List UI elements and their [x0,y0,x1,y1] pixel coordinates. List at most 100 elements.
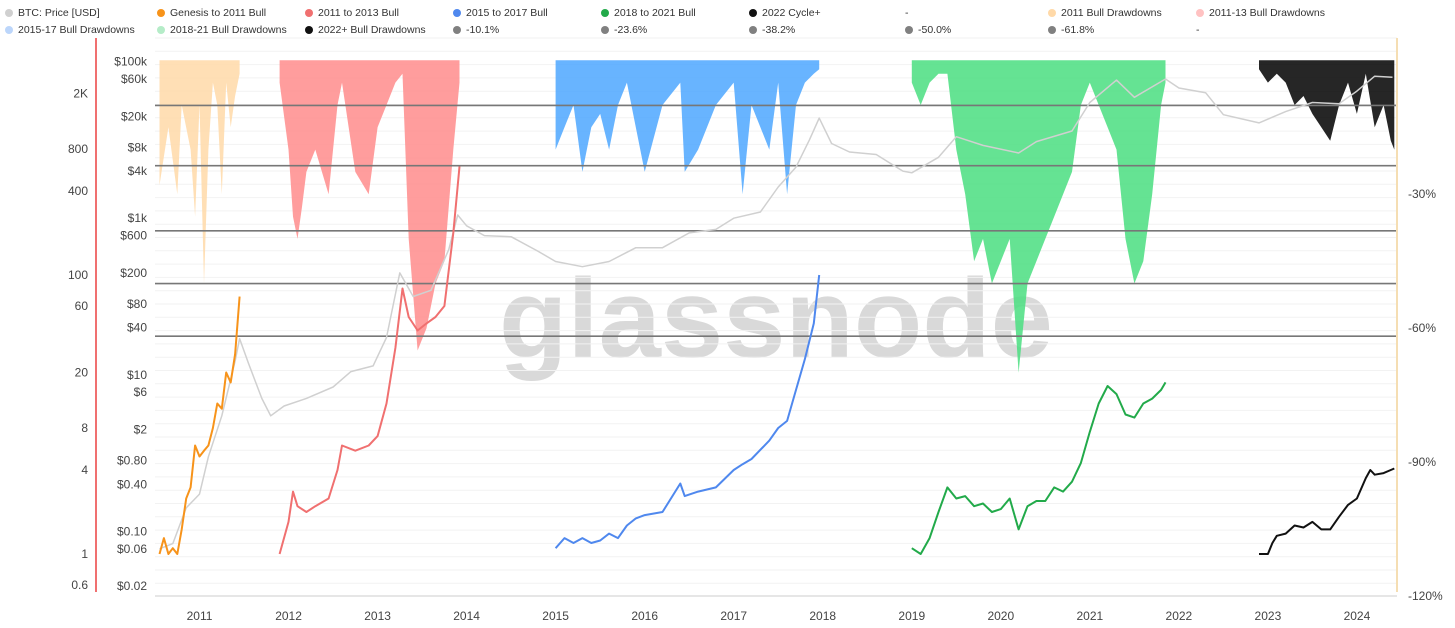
legend-dot-icon [305,26,313,34]
legend-item[interactable]: -38.2% [749,24,795,36]
x-tick-label: 2015 [542,609,569,623]
legend-dot-icon [905,26,913,34]
y-tick-label-cycle: 4 [81,463,88,477]
legend-item[interactable]: 2011 Bull Drawdowns [1048,7,1162,19]
legend-item[interactable]: 2015 to 2017 Bull [453,7,548,19]
x-tick-label: 2016 [631,609,658,623]
legend-label: -61.8% [1061,24,1095,36]
y-tick-label-cycle: 1 [81,547,88,561]
drawdown-area-2018-21-bull-drawdowns [911,60,1166,373]
legend-dot-icon [453,9,461,17]
legend-item[interactable]: 2011 to 2013 Bull [305,7,399,19]
y-tick-label-price: $0.80 [117,454,147,468]
legend-item[interactable]: -10.1% [453,24,499,36]
series-line-2011-to-2013-bull [278,166,461,555]
legend-dot-icon [1048,26,1056,34]
legend-item[interactable]: Genesis to 2011 Bull [157,7,266,19]
y-tick-label-price: $0.10 [117,524,147,538]
y-tick-label-price: $40 [127,321,147,335]
legend-item[interactable]: - [1196,24,1200,36]
y-tick-label-cycle: 0.6 [71,578,88,592]
x-tick-label: 2018 [809,609,836,623]
y-tick-label-price: $100k [114,55,148,69]
legend-dot-icon [749,26,757,34]
legend-label: 2015 to 2017 Bull [466,7,548,19]
legend-label: 2022+ Bull Drawdowns [318,24,426,36]
x-tick-label: 2017 [720,609,747,623]
legend-item[interactable]: -61.8% [1048,24,1094,36]
legend-item[interactable]: BTC: Price [USD] [5,7,100,19]
legend-dot-icon [749,9,757,17]
legend-item[interactable]: 2022 Cycle+ [749,7,821,19]
x-tick-label: 2020 [987,609,1014,623]
drawdown-area-2015-17-bull-drawdowns [555,60,820,195]
y-tick-label-cycle: 100 [68,268,88,282]
legend-label: 2015-17 Bull Drawdowns [18,24,135,36]
legend-item[interactable]: 2022+ Bull Drawdowns [305,24,426,36]
y-tick-label-price: $10 [127,368,147,382]
series-line-btc-price-usd- [159,75,1393,550]
y-tick-label-price: $80 [127,297,147,311]
y-tick-label-drawdown: -60% [1408,321,1436,335]
x-tick-label: 2024 [1344,609,1371,623]
y-tick-label-price: $4k [128,164,148,178]
legend-label: - [1196,24,1200,36]
y-tick-label-price: $6 [134,385,148,399]
y-tick-label-drawdown: -120% [1408,589,1443,603]
x-tick-label: 2012 [275,609,302,623]
x-tick-label: 2014 [453,609,480,623]
legend-dot-icon [5,26,13,34]
y-tick-label-price: $0.40 [117,477,147,491]
y-tick-label-price: $20k [121,109,148,123]
y-tick-label-cycle: 800 [68,142,88,156]
y-tick-label-drawdown: -90% [1408,455,1436,469]
legend-dot-icon [157,9,165,17]
legend-dot-icon [601,9,609,17]
drawdown-area-2011-bull-drawdowns [159,60,240,284]
watermark-text: glassnode [499,256,1053,381]
x-tick-label: 2013 [364,609,391,623]
legend-label: -38.2% [762,24,796,36]
legend-dot-icon [5,9,13,17]
y-tick-label-price: $200 [120,266,147,280]
legend-label: BTC: Price [USD] [18,7,100,19]
legend-item[interactable]: 2015-17 Bull Drawdowns [5,24,135,36]
x-tick-label: 2023 [1255,609,1282,623]
y-tick-label-price: $600 [120,229,147,243]
y-tick-label-price: $0.06 [117,542,147,556]
y-tick-label-price: $2 [134,423,148,437]
x-tick-label: 2022 [1166,609,1193,623]
drawdown-area-2011-13-bull-drawdowns [279,60,460,351]
legend-label: -50.0% [918,24,952,36]
legend-dot-icon [601,26,609,34]
y-tick-label-price: $1k [128,211,148,225]
x-tick-label: 2021 [1076,609,1103,623]
legend-label: Genesis to 2011 Bull [170,7,267,19]
legend-label: -23.6% [614,24,648,36]
y-tick-label-cycle: 8 [81,421,88,435]
legend-item[interactable]: 2011-13 Bull Drawdowns [1196,7,1325,19]
y-tick-label-cycle: 400 [68,184,88,198]
legend-item[interactable]: -50.0% [905,24,951,36]
legend-item[interactable]: - [905,7,909,19]
legend-item[interactable]: -23.6% [601,24,647,36]
legend: BTC: Price [USD] Genesis to 2011 Bull 2011… [0,0,1455,38]
y-tick-label-price: $60k [121,72,148,86]
series-line-2018-to-2021-bull [911,381,1167,555]
x-tick-label: 2019 [898,609,925,623]
legend-label: - [905,7,909,19]
legend-label: 2011 Bull Drawdowns [1061,7,1162,19]
legend-label: -10.1% [466,24,500,36]
legend-item[interactable]: 2018-21 Bull Drawdowns [157,24,287,36]
legend-dot-icon [157,26,165,34]
y-tick-label-drawdown: -30% [1408,187,1436,201]
legend-label: 2011 to 2013 Bull [318,7,399,19]
legend-label: 2011-13 Bull Drawdowns [1209,7,1325,19]
legend-item[interactable]: 2018 to 2021 Bull [601,7,696,19]
series-line-genesis-to-2011-bull [158,296,241,555]
y-tick-label-cycle: 20 [75,366,89,380]
legend-dot-icon [305,9,313,17]
series-line-2022-cycle- [1259,467,1395,555]
y-tick-label-cycle: 60 [75,299,89,313]
